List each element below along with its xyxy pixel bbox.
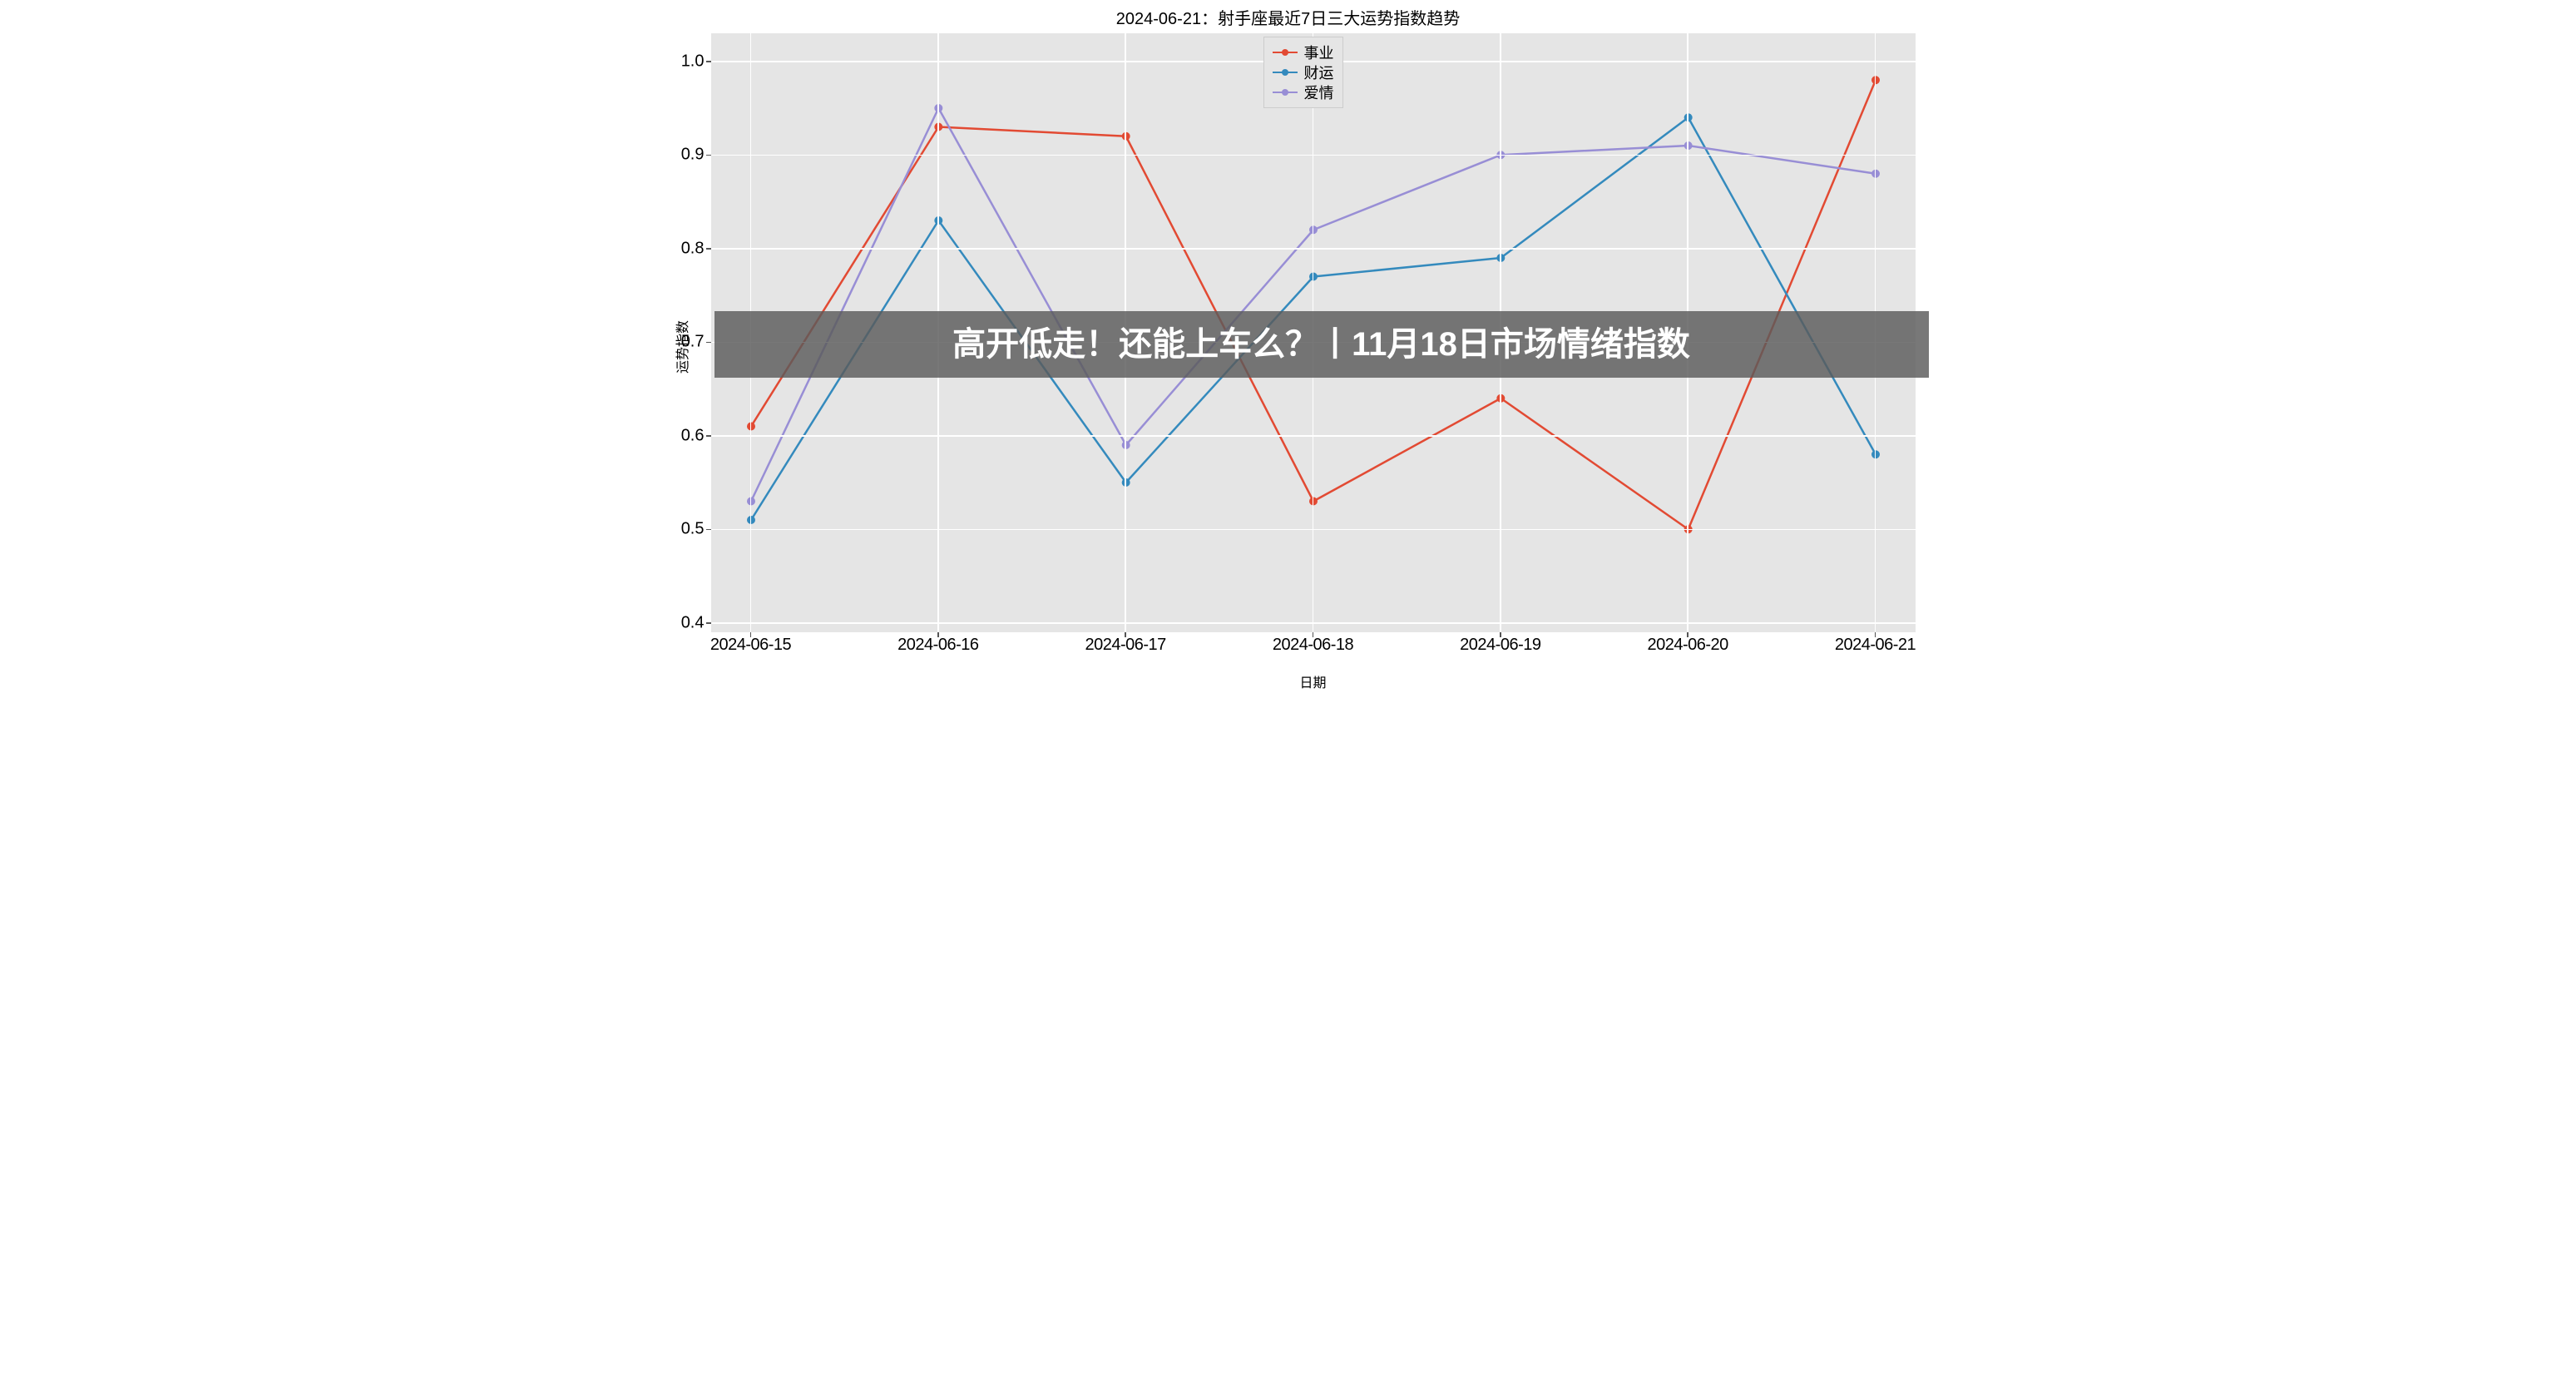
ytick-label: 0.8 — [655, 239, 705, 258]
overlay-banner: 高开低走！还能上车么？丨11月18日市场情绪指数 — [714, 311, 1929, 378]
ytick-label: 0.5 — [655, 520, 705, 539]
xtick-label: 2024-06-16 — [897, 636, 978, 655]
legend-item: 爱情 — [1273, 82, 1334, 102]
xtick-label: 2024-06-21 — [1835, 636, 1916, 655]
chart-title: 2024-06-21：射手座最近7日三大运势指数趋势 — [645, 5, 1932, 29]
ytick-mark — [706, 342, 711, 344]
legend-label: 事业 — [1304, 42, 1334, 63]
ytick-mark — [706, 529, 711, 531]
xtick-label: 2024-06-17 — [1085, 636, 1166, 655]
ytick-mark — [706, 248, 711, 250]
ytick-label: 1.0 — [655, 52, 705, 71]
legend-swatch — [1273, 72, 1298, 73]
ytick-mark — [706, 435, 711, 437]
legend: 事业财运爱情 — [1263, 37, 1343, 108]
legend-item: 事业 — [1273, 42, 1334, 62]
legend-item: 财运 — [1273, 62, 1334, 82]
ytick-mark — [706, 155, 711, 156]
legend-swatch — [1273, 92, 1298, 93]
xtick-label: 2024-06-20 — [1648, 636, 1728, 655]
legend-label: 爱情 — [1304, 82, 1334, 103]
x-axis-label: 日期 — [711, 671, 1916, 691]
ytick-label: 0.9 — [655, 146, 705, 165]
chart-container: 2024-06-21：射手座最近7日三大运势指数趋势 运势指数 日期 0.40.… — [645, 0, 1932, 693]
xtick-label: 2024-06-19 — [1460, 636, 1540, 655]
ytick-label: 0.6 — [655, 426, 705, 445]
ytick-mark — [706, 61, 711, 62]
ytick-label: 0.7 — [655, 333, 705, 352]
ytick-label: 0.4 — [655, 613, 705, 632]
legend-label: 财运 — [1304, 62, 1334, 83]
ytick-mark — [706, 622, 711, 624]
xtick-label: 2024-06-18 — [1273, 636, 1353, 655]
xtick-label: 2024-06-15 — [710, 636, 791, 655]
legend-swatch — [1273, 52, 1298, 53]
